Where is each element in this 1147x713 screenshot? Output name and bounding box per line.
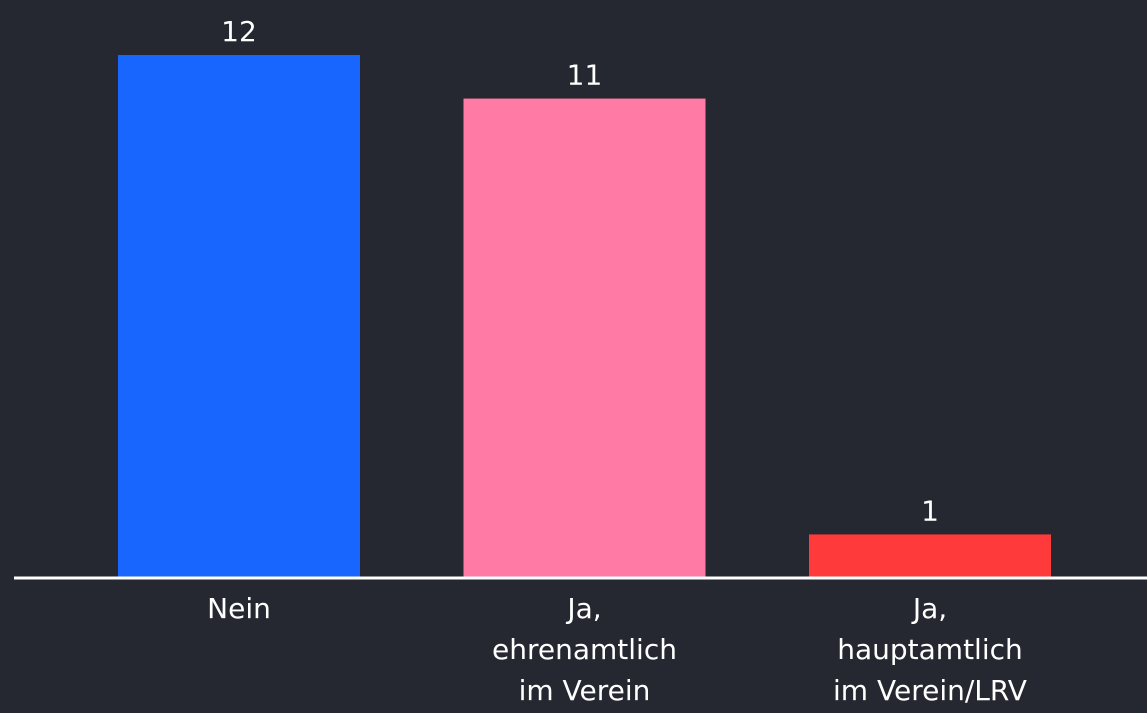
bar (809, 534, 1051, 578)
value-label: 1 (921, 494, 939, 527)
category-label: Ja, hauptamtlich im Verein/LRV (833, 592, 1027, 707)
value-label: 11 (567, 59, 603, 92)
category-label: Nein (207, 592, 271, 625)
category-label: Ja, ehrenamtlich im Verein (492, 592, 677, 707)
value-label: 12 (221, 15, 257, 48)
bar (118, 55, 360, 578)
bar (463, 98, 706, 578)
